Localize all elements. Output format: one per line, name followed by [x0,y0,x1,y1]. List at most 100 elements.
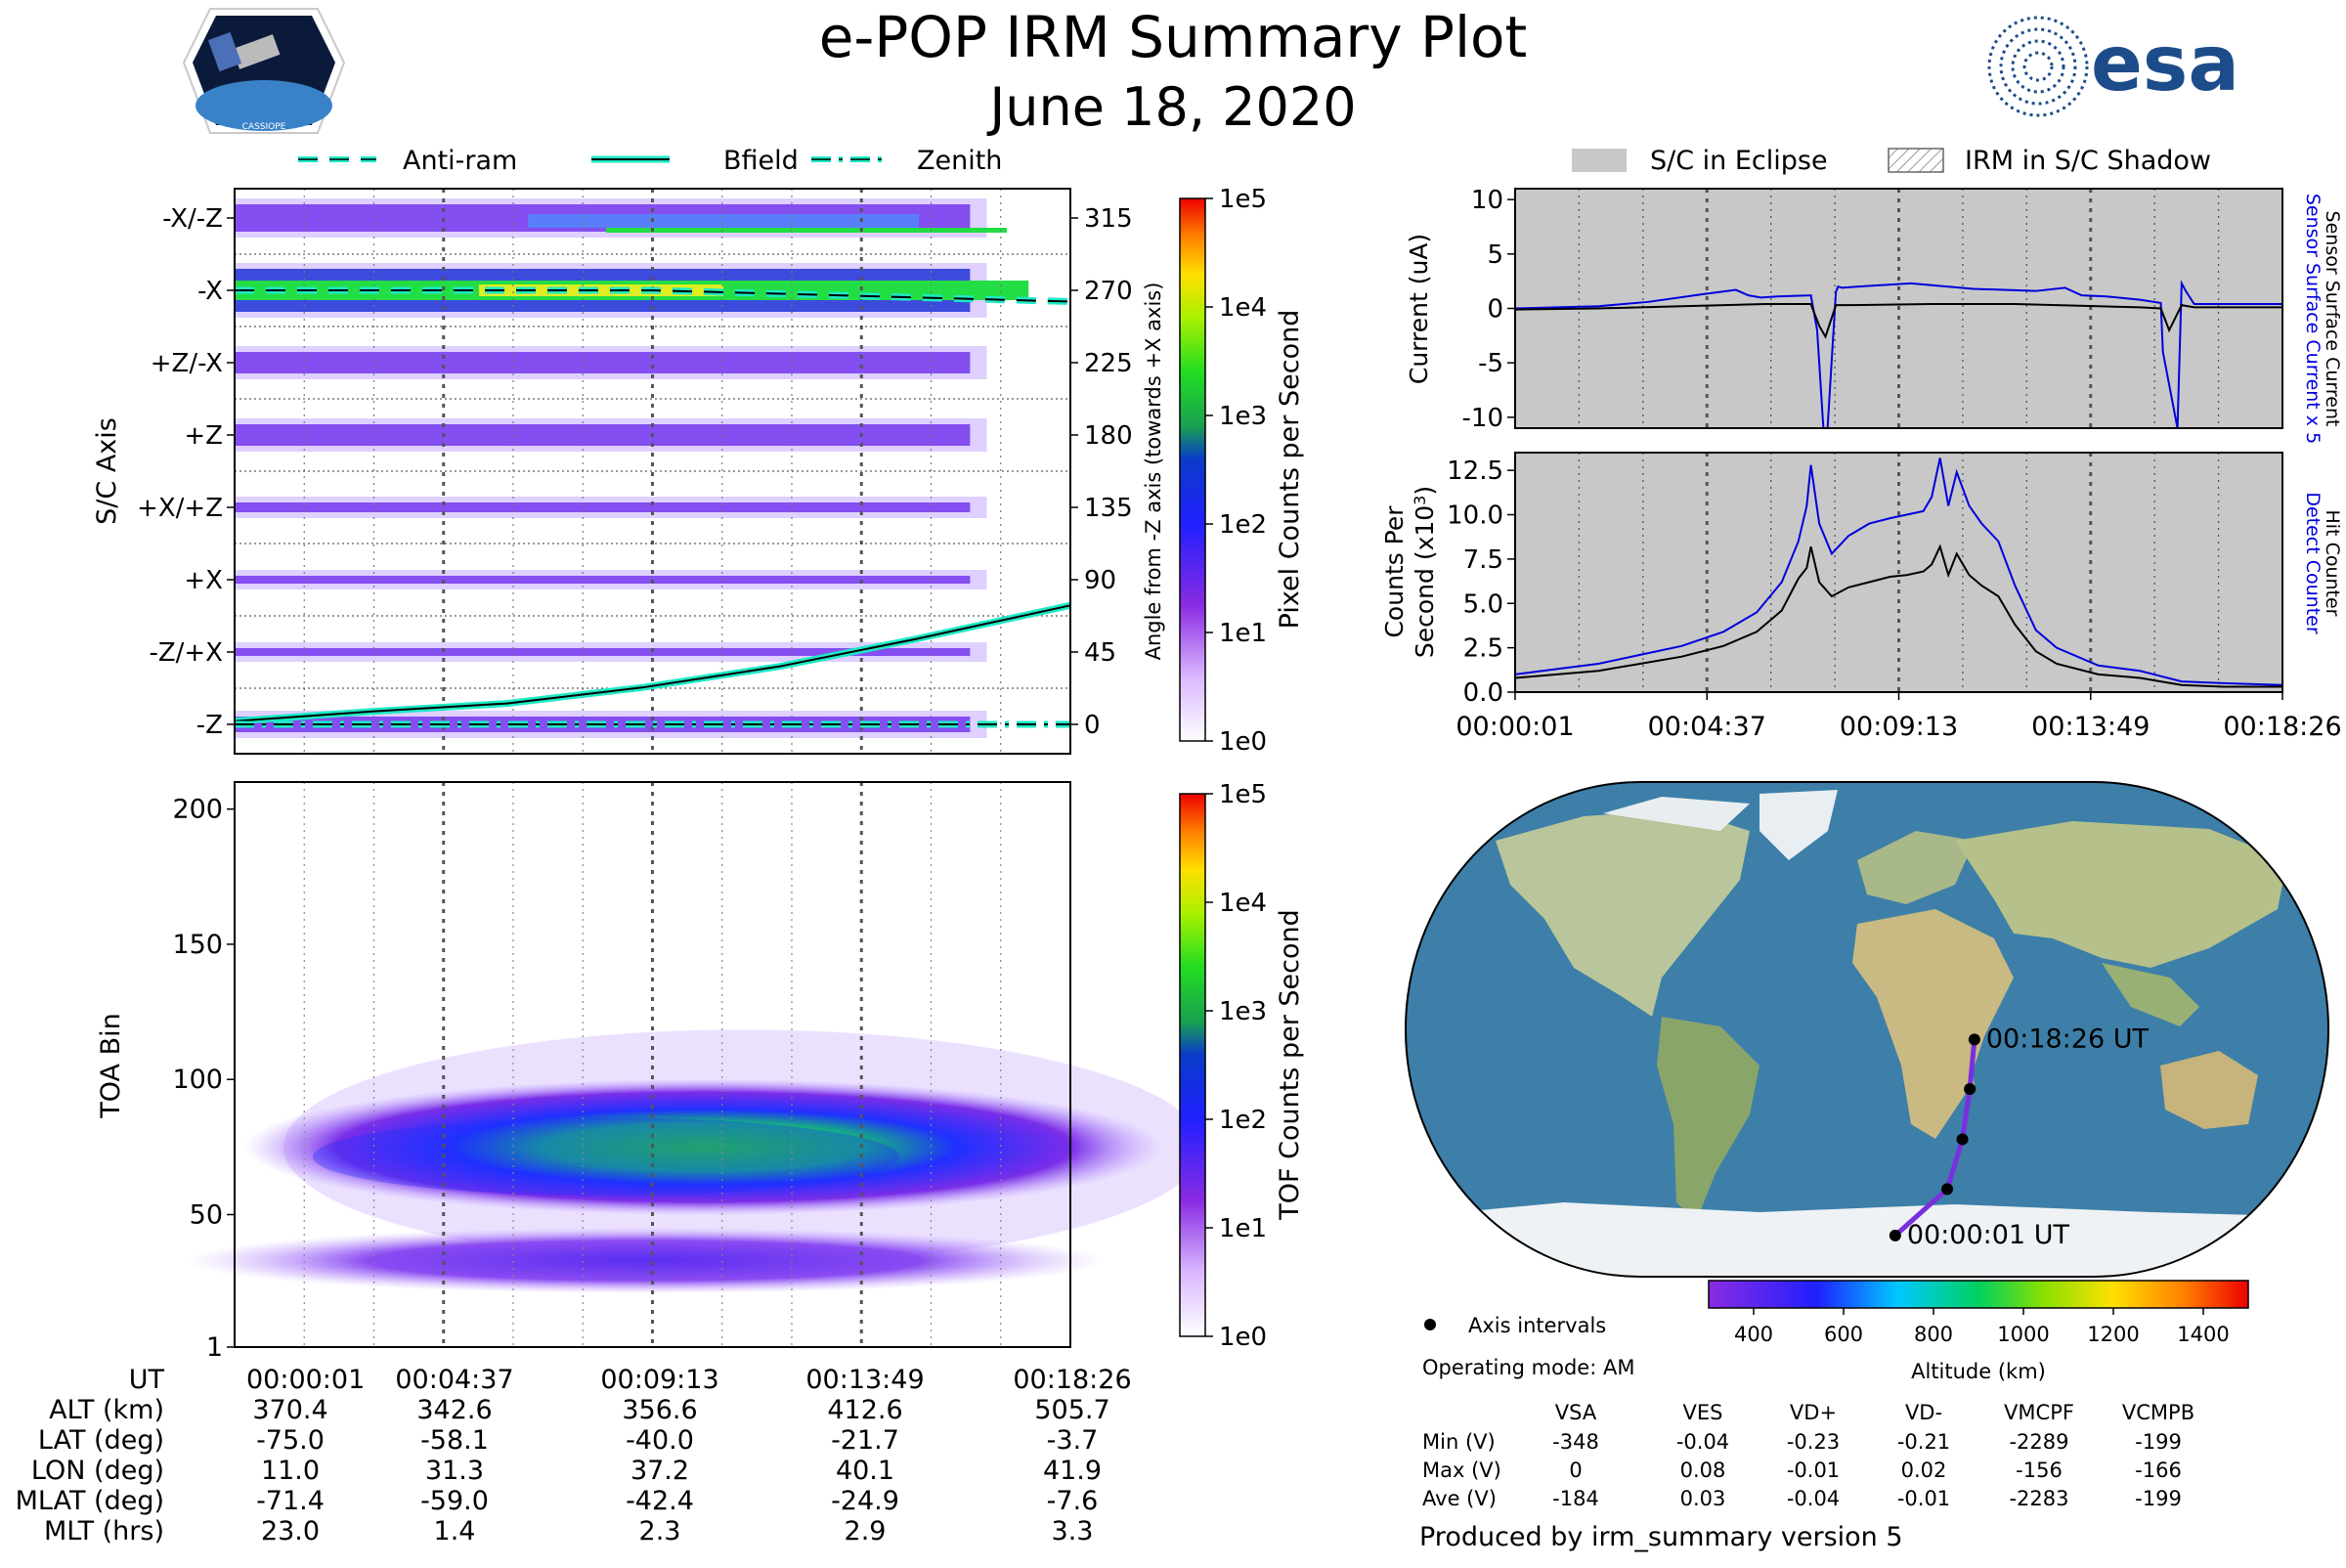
pixel-colorbar-label: Pixel Counts per Second [1275,310,1305,630]
sc-axis-label: -X [197,277,223,306]
current-ylabel: Current (uA) [1405,234,1433,384]
toa-main-band [244,1078,1163,1216]
legend-zenith: Zenith [917,146,1002,176]
x-tick-label: 00:18:26 [2223,712,2341,742]
ephemeris-cell: -75.0 [256,1425,325,1456]
sc-axis-label: -X/-Z [162,204,223,234]
tof-colorbar: 1e5 1e4 1e3 1e2 1e1 1e0 TOF Counts per Second [1179,780,1305,1352]
ephemeris-row-label: LAT (deg) [38,1425,164,1456]
x-tick-label: 00:00:01 [1455,712,1574,742]
ephemeris-row-label: LON (deg) [31,1456,164,1486]
ephemeris-cell: 00:13:49 [805,1365,924,1395]
ephemeris-cell: -71.4 [256,1486,325,1516]
esa-logo-text: esa [2091,21,2239,109]
voltage-row-label: Max (V) [1422,1459,1501,1482]
voltage-col-header: VES [1683,1401,1723,1424]
ephemeris-row: UT 00:00:01 00:04:37 00:09:13 00:13:49 00:18:… [129,1365,1132,1395]
heatmap-band-6 [235,570,987,589]
counts-grid [1578,453,2220,692]
ephemeris-row: MLT (hrs) 23.0 1.4 2.3 2.9 3.3 [44,1516,1094,1546]
sc-axis-label: +X [184,566,223,595]
toa-core [313,1117,899,1197]
x-tick-label: 00:04:37 [1648,712,1766,742]
ephemeris-cell: 412.6 [827,1395,902,1425]
ephemeris-cell: 41.9 [1043,1456,1102,1486]
voltage-cell: -348 [1552,1430,1599,1454]
altitude-colorbar-ticks: 400 600 800 1000 1200 1400 [1734,1308,2230,1346]
angle-tick-label: 0 [1084,711,1101,740]
x-tick-label: 00:13:49 [2031,712,2150,742]
colorbar-tick-label: 1e0 [1219,727,1267,757]
voltage-cell: -0.04 [1676,1430,1729,1454]
orbit-track [1889,1033,1980,1241]
ephemeris-cell: 2.3 [639,1516,681,1546]
y-tick-label: 10.0 [1447,501,1503,531]
y-tick-label: 7.5 [1463,545,1503,575]
band-mid [528,214,919,228]
voltage-cell: -166 [2135,1459,2182,1482]
angle-tick-label: 45 [1084,638,1116,668]
footer-produced-by: Produced by irm_summary version 5 [1419,1522,1903,1552]
voltage-col-header: VD+ [1790,1401,1837,1424]
altitude-colorbar: 400 600 800 1000 1200 1400 Altitude (km) [1708,1280,2249,1383]
series-black [1514,544,2282,688]
ephemeris-cell: -21.7 [831,1425,899,1456]
y-tick-label: 0 [1487,295,1503,325]
altitude-colorbar-label: Altitude (km) [1911,1360,2046,1383]
ephemeris-cell: -7.6 [1047,1486,1099,1516]
alt-tick-label: 1000 [1997,1323,2049,1346]
voltage-cell: -0.01 [1897,1487,1950,1510]
tof-colorbar-ticks: 1e5 1e4 1e3 1e2 1e1 1e0 [1205,780,1267,1352]
angle-tick-label: 180 [1084,421,1133,451]
page-date: June 18, 2020 [986,76,1356,138]
ephemeris-cell: 1.4 [434,1516,476,1546]
sc-axis-angle-tick-labels: 315 270 225 180 135 90 45 0 [1070,204,1133,740]
page-title: e-POP IRM Summary Plot [819,4,1528,70]
ephemeris-row-label: UT [129,1365,165,1395]
sc-axis-y-tick-labels: -X/-Z -X +Z/-X +Z +X/+Z +X -Z/+X -Z [137,204,235,740]
voltage-row: Min (V) -348 -0.04 -0.23 -0.21 -2289 -199 [1422,1430,2182,1454]
ephemeris-cell: 00:04:37 [395,1365,513,1395]
sc-axis-direction-lines [234,286,1071,728]
toa-tick-label: 50 [190,1199,223,1230]
counts-y-tick-labels: 12.5 10.0 7.5 5.0 2.5 0.0 [1447,457,1515,708]
current-y-tick-labels: 10 5 0 -5 -10 [1462,186,1515,433]
voltage-col-header: VMCPF [2004,1401,2074,1424]
counts-right-label-2: Hit Counter [2322,510,2343,617]
voltage-cell: -2283 [2009,1487,2068,1510]
y-tick-label: 5.0 [1463,589,1503,619]
alt-tick-label: 1200 [2087,1323,2139,1346]
sc-axis-label: +X/+Z [137,494,223,523]
ephemeris-row-label: MLAT (deg) [16,1486,164,1516]
ephemeris-cell: -58.1 [420,1425,489,1456]
colorbar-tick-label: 1e2 [1219,510,1267,540]
toa-grid [303,782,1002,1347]
ephemeris-row-label: ALT (km) [49,1395,164,1425]
counts-ylabel-1: Counts Per [1380,505,1409,638]
y-tick-label: 10 [1471,186,1503,215]
voltage-cell: 0 [1569,1459,1582,1482]
world-map: 00:00:01 UT 00:18:26 UT [1405,781,2329,1278]
pixel-colorbar-ticks: 1e5 1e4 1e3 1e2 1e1 1e0 [1205,185,1267,757]
band-core [235,502,971,512]
toa-tick-label: 1 [206,1332,223,1363]
colorbar-tick-label: 1e0 [1219,1323,1267,1352]
angle-axis-label: Angle from -Z axis (towards +X axis) [1142,283,1165,661]
ephemeris-cell: 00:18:26 [1013,1365,1131,1395]
heatmap-band-1 [235,198,1007,238]
counts-panel: 12.510.07.55.02.50.0 00:00:01 00:04:37 00:… [1380,452,2343,742]
ephemeris-cell: 342.6 [416,1395,492,1425]
toa-tick-label: 100 [172,1065,223,1095]
current-right-label-2: Sensor Surface Current [2322,211,2343,427]
current-right-label-1: Sensor Surface Current x 5 [2302,194,2324,444]
ephemeris-row: MLAT (deg) -71.4 -59.0 -42.4 -24.9 -7.6 [16,1486,1099,1516]
band-hot-strip [606,228,1007,233]
y-tick-label: 5 [1487,240,1503,270]
voltage-cell: -156 [2016,1459,2063,1482]
x-tick-label: 00:09:13 [1840,712,1958,742]
sc-axis-label: +Z/-X [151,349,223,378]
current-series [1514,280,2282,429]
y-tick-label: 0.0 [1463,678,1503,708]
y-tick-label: -5 [1478,349,1503,378]
